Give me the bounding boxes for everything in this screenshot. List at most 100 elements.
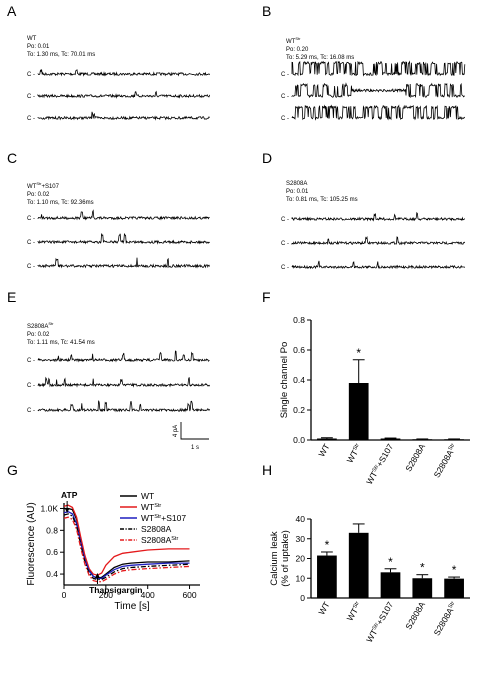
closed-label-a-2: C - <box>27 116 35 122</box>
g-legend-label: S2808A <box>141 524 172 534</box>
trace-times-d: To: 0.81 ms, Tc: 105.25 ms <box>286 197 358 203</box>
trace-c-2 <box>37 257 210 269</box>
h-significance-star: * <box>420 561 425 575</box>
closed-label-d-1: C - <box>281 241 289 247</box>
g-legend-label: WT <box>141 491 154 501</box>
trace-b-0 <box>291 60 466 77</box>
trace-a-2 <box>37 111 210 121</box>
f-category-label: S2808AStr <box>432 442 459 479</box>
f-ytick-label: 0.8 <box>293 315 305 325</box>
trace-d-1 <box>291 235 466 246</box>
h-ytick-label: 0 <box>300 593 305 603</box>
panel-letter-f: F <box>262 289 271 305</box>
trace-times-a: To: 1.30 ms, Tc: 70.01 ms <box>27 52 96 58</box>
f-category-label: WTStr+S107 <box>364 442 395 486</box>
h-significance-star: * <box>452 563 457 577</box>
scale-bar <box>180 422 209 440</box>
f-ytick-label: 0.0 <box>293 435 305 445</box>
f-bar <box>380 438 401 440</box>
trace-po-b: Po: 0.20 <box>286 47 309 53</box>
h-significance-star: * <box>388 555 393 569</box>
closed-label-b-0: C - <box>281 72 289 78</box>
scale-bar-y-label: 4 pA <box>173 425 179 437</box>
closed-label-e-0: C - <box>27 358 35 364</box>
closed-label-e-2: C - <box>27 408 35 414</box>
trace-label-a: WT <box>27 36 37 42</box>
g-y-axis-label: Fluorescence (AU) <box>26 502 37 585</box>
f-chart: 0.0 0.2 0.4 0.6 0.8 Single channel Po WT * WTStr… <box>279 315 470 486</box>
h-category-label: WT <box>316 600 331 616</box>
trace-info-d: S2808A Po: 0.01 To: 0.81 ms, Tc: 105.25 … <box>286 180 358 204</box>
panel-letter-h: H <box>262 462 273 478</box>
f-category-label: WTStr <box>345 442 364 465</box>
trace-po-d: Po: 0.01 <box>286 189 309 195</box>
g-xtick-label: 0 <box>62 590 67 600</box>
trace-e-0 <box>37 350 210 363</box>
h-ytick-label: 40 <box>296 514 306 524</box>
h-category-label: WTStr <box>345 600 364 623</box>
h-y-axis-label: Calcium leak <box>269 531 280 586</box>
f-ytick-label: 0.2 <box>293 405 305 415</box>
panel-letter-g: G <box>7 462 18 478</box>
trace-c-0 <box>37 209 210 221</box>
h-ytick-label: 20 <box>296 554 306 564</box>
g-legend-label: S2808AStr <box>141 535 178 545</box>
panel-letter-c: C <box>7 150 18 166</box>
trace-a-0 <box>37 69 210 77</box>
trace-po-c: Po: 0.02 <box>27 192 50 198</box>
g-ytick-label: 1.0K <box>41 503 59 513</box>
g-xtick-label: 600 <box>182 590 196 600</box>
trace-label-c: WTStr+S107 <box>27 181 59 190</box>
trace-times-b: To: 5.29 ms, Tc: 16.08 ms <box>286 55 355 61</box>
trace-a-1 <box>37 90 210 99</box>
h-chart: 0 10 20 30 40 Calcium leak (% of uptake) * WT WTS… <box>269 514 470 644</box>
g-ytick-label: 0.8 <box>46 525 58 535</box>
f-category-label: WT <box>316 442 331 458</box>
g-ytick-label: 0.6 <box>46 547 58 557</box>
f-ytick-label: 0.4 <box>293 375 305 385</box>
trace-e-1 <box>37 376 210 388</box>
trace-b-2 <box>291 104 466 121</box>
h-category-label: S2808A <box>403 600 427 631</box>
trace-c-1 <box>37 232 210 245</box>
h-significance-star: * <box>325 538 330 552</box>
closed-label-e-1: C - <box>27 383 35 389</box>
h-ytick-label: 30 <box>296 534 306 544</box>
trace-b-1 <box>291 82 465 99</box>
g-ytick-label: 0.4 <box>46 569 58 579</box>
f-significance-star: * <box>356 346 361 360</box>
closed-label-c-0: C - <box>27 216 35 222</box>
g-legend-label: WTStr <box>141 502 161 512</box>
f-y-axis-label: Single channel Po <box>279 342 290 419</box>
h-bar <box>412 578 433 598</box>
f-bar <box>348 383 369 440</box>
trace-times-c: To: 1.10 ms, Tc: 92.36ms <box>27 200 94 206</box>
closed-label-b-1: C - <box>281 94 289 100</box>
closed-label-a-0: C - <box>27 72 35 78</box>
h-bar <box>348 532 369 598</box>
g-annotation-thapsigargin-arrowhead <box>94 573 100 578</box>
closed-label-d-0: C - <box>281 217 289 223</box>
f-bar <box>412 439 433 440</box>
f-category-label: S2808A <box>403 442 427 473</box>
g-chart: 0.4 0.6 0.8 1.0K 0 200 400 600 Time [s] Fluoresce… <box>26 490 200 612</box>
g-xtick-label: 400 <box>141 590 155 600</box>
h-bar <box>317 555 337 598</box>
trace-d-2 <box>291 260 466 270</box>
g-annotation-atp-arrowhead <box>64 508 70 513</box>
scale-bar-x-label: 1 s <box>191 445 199 451</box>
trace-label-e: S2808AStr <box>27 321 54 330</box>
panel-letter-b: B <box>262 3 272 19</box>
trace-label-d: S2808A <box>286 181 308 187</box>
trace-e-2 <box>37 400 210 413</box>
h-bar <box>380 572 401 598</box>
h-ytick-label: 10 <box>296 573 306 583</box>
h-bar <box>444 578 464 598</box>
f-bar <box>444 439 464 440</box>
closed-label-d-2: C - <box>281 265 289 271</box>
h-category-label: S2808AStr <box>432 600 459 637</box>
g-xtick-label: 200 <box>99 590 113 600</box>
f-bar <box>317 438 337 440</box>
h-y-axis-label: (% of uptake) <box>280 530 291 587</box>
trace-po-a: Po: 0.01 <box>27 44 50 50</box>
